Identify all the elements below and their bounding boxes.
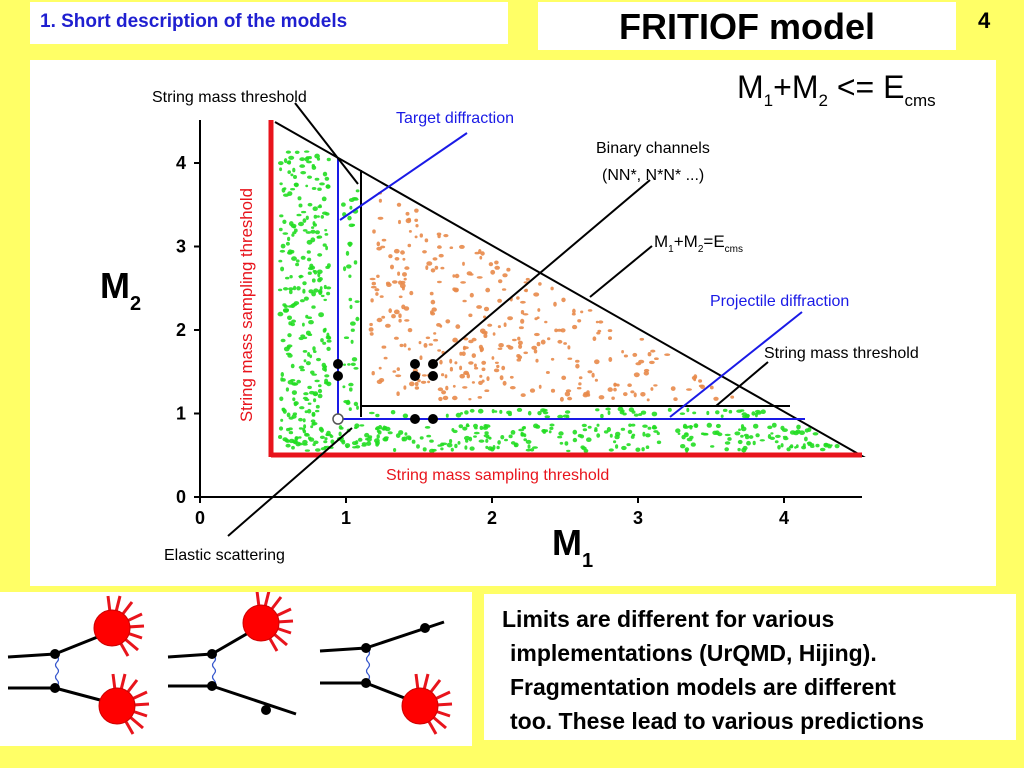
y-tick-label: 1	[176, 404, 186, 424]
pointer-target-diffraction	[339, 132, 468, 221]
section-tab: 1. Short description of the models	[30, 2, 508, 44]
label-string-mass-threshold-top: String mass threshold	[152, 89, 307, 106]
y-tick-label: 0	[176, 487, 186, 507]
label-elastic-scattering: Elastic scattering	[164, 547, 285, 564]
binary-dot	[428, 414, 438, 424]
feynman-diagrams	[7, 589, 454, 736]
binary-dot	[410, 371, 420, 381]
diagram-double-diffraction	[7, 594, 151, 736]
pointer-string-threshold-top	[294, 102, 359, 185]
summary-line: too. These lead to various predictions	[510, 708, 925, 734]
binary-dot	[333, 371, 343, 381]
x-axis-title: M1	[552, 522, 593, 572]
x-tick-label: 1	[341, 508, 351, 528]
label-line-equation: M1+M2=Ecms	[654, 232, 743, 255]
binary-dot	[428, 371, 438, 381]
summary-text: Limits are different for various impleme…	[502, 602, 1012, 738]
diagram-single-diffraction-target	[167, 589, 297, 716]
label-binary-channels-list: (NN*, N*N* ...)	[602, 167, 704, 184]
x-tick-label: 4	[779, 508, 789, 528]
pointer-binary-channels	[429, 179, 651, 367]
page-number: 4	[978, 8, 991, 33]
axis-ticks: 0 1 2 3 4 0 1 2 3 4	[176, 153, 789, 528]
section-title: 1. Short description of the models	[40, 11, 348, 32]
label-sampling-threshold-horizontal: String mass sampling threshold	[386, 467, 609, 484]
x-tick-label: 0	[195, 508, 205, 528]
summary-line: Limits are different for various	[502, 606, 835, 632]
pointer-elastic	[227, 427, 353, 537]
y-axis-title: M2	[100, 265, 141, 315]
x-tick-label: 3	[633, 508, 643, 528]
binary-dot	[410, 414, 420, 424]
label-string-mass-threshold-right: String mass threshold	[764, 345, 919, 362]
elastic-point	[332, 413, 344, 425]
feynman-diagrams-panel	[0, 589, 472, 746]
pointer-line-equation	[589, 245, 653, 298]
label-sampling-threshold-vertical: String mass sampling threshold	[237, 188, 256, 422]
y-tick-label: 2	[176, 320, 186, 340]
binary-dot	[333, 359, 343, 369]
pointer-string-threshold-right	[715, 361, 769, 407]
label-binary-channels: Binary channels	[596, 140, 710, 157]
summary-line: implementations (UrQMD, Hijing).	[510, 640, 877, 666]
green-dot-cloud	[277, 150, 840, 454]
diagram-single-diffraction-projectile	[319, 620, 454, 736]
orange-dot-cloud	[368, 191, 735, 402]
summary-line: Fragmentation models are different	[510, 674, 896, 700]
y-tick-label: 3	[176, 237, 186, 257]
title-box: FRITIOF model	[538, 2, 956, 50]
y-tick-label: 4	[176, 153, 186, 173]
summary-text-box: Limits are different for various impleme…	[484, 594, 1016, 740]
pointer-projectile-diffraction	[669, 311, 803, 418]
slide-title: FRITIOF model	[619, 6, 875, 47]
label-target-diffraction: Target diffraction	[396, 110, 514, 127]
constraint-formula: M1+M2 <= Ecms	[737, 69, 936, 110]
plot-panel: M1+M2 <= Ecms 0 1 2 3 4 0 1 2 3 4 String mass thr…	[30, 60, 996, 586]
mass-plane-diagram: M1+M2 <= Ecms 0 1 2 3 4 0 1 2 3 4 String mass thr…	[100, 69, 936, 572]
label-projectile-diffraction: Projectile diffraction	[710, 293, 849, 310]
x-tick-label: 2	[487, 508, 497, 528]
binary-channel-dots	[333, 359, 438, 424]
binary-dot	[410, 359, 420, 369]
